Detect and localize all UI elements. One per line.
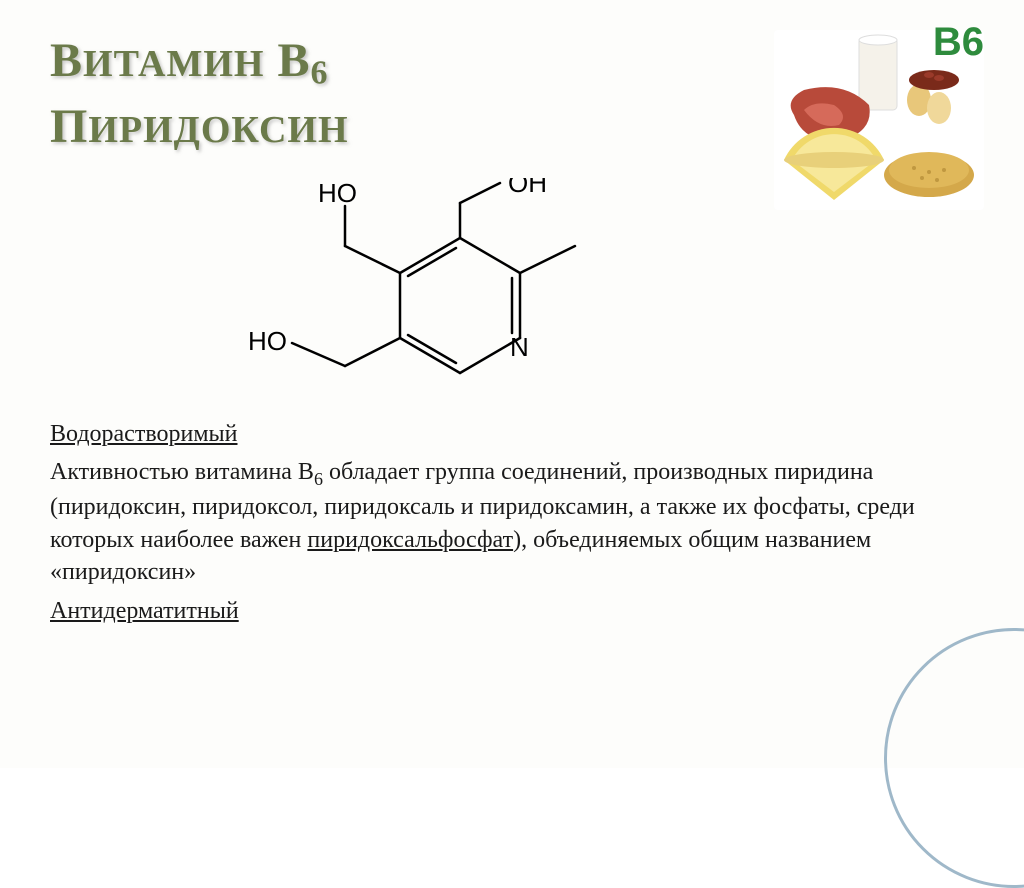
corner-decoration — [884, 628, 1024, 888]
slide: ВИТАМИН В6 ПИРИДОКСИН — [0, 0, 1024, 768]
chem-label-n: N — [510, 332, 529, 362]
title-line1-big: В — [50, 34, 83, 87]
title-line1-letter: В — [264, 34, 310, 87]
title-line1-rest: ИТАМИН — [83, 43, 264, 85]
para1-underlined: Водорастворимый — [50, 421, 238, 447]
title-line2-rest: ИРИДОКСИН — [88, 109, 348, 151]
para2: Активностью витамина В6 обладает группа … — [50, 456, 970, 588]
chem-label-ho-left: HO — [248, 326, 287, 356]
title-sub: 6 — [310, 54, 328, 91]
chem-label-ho-top: HO — [318, 178, 357, 208]
title-line2-big: П — [50, 100, 88, 153]
chem-label-oh: OH — [508, 178, 547, 198]
body-text: Водорастворимый Активностью витамина В6 … — [50, 418, 970, 627]
b6-badge: B6 — [933, 20, 984, 65]
chemical-structure: HO OH HO N — [230, 178, 650, 398]
para3-underlined: Антидерматитный — [50, 598, 239, 624]
